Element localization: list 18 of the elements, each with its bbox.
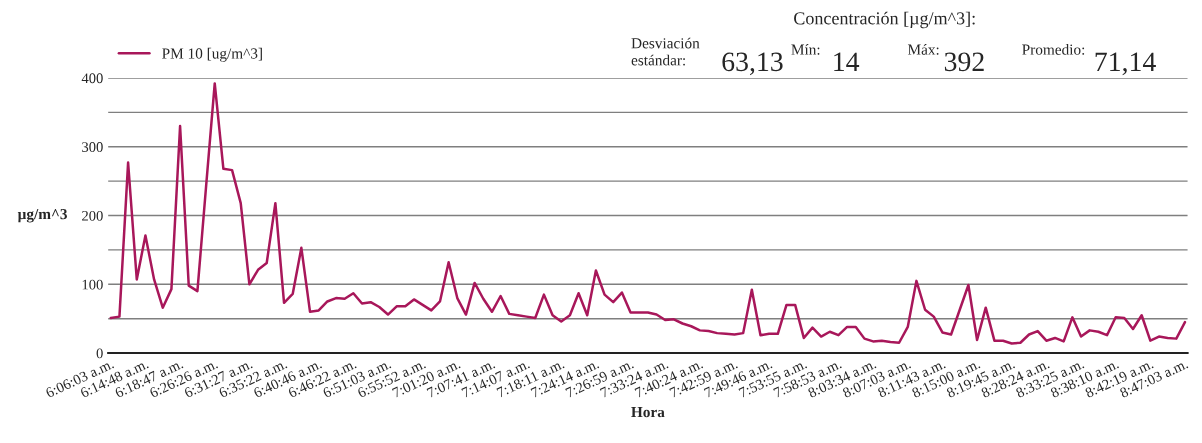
- text: Mín:: [791, 44, 820, 55]
- y-tick-label: 400: [81, 73, 103, 84]
- text: 392: [944, 52, 984, 72]
- y-tick-label: 300: [82, 142, 103, 152]
- y-tick-label: 100: [82, 279, 103, 290]
- text: Concentración [µg/m^3]:: [794, 11, 975, 29]
- text: 71,14: [1095, 52, 1156, 76]
- y-tick-label: 200: [82, 210, 103, 221]
- text: 14: [834, 52, 860, 71]
- y-axis-title: µg/m^3: [17, 208, 67, 223]
- text: 63,13: [722, 52, 783, 76]
- legend-label: PM 10 [ug/m^3]: [162, 47, 262, 62]
- text: Promedio:: [1022, 44, 1085, 55]
- x-axis-title: Hora: [631, 407, 665, 418]
- line-series: [109, 82, 1187, 345]
- text: Desviación estándar:: [631, 37, 700, 66]
- text: Máx:: [907, 44, 939, 55]
- y-tick-label: 0: [96, 348, 103, 359]
